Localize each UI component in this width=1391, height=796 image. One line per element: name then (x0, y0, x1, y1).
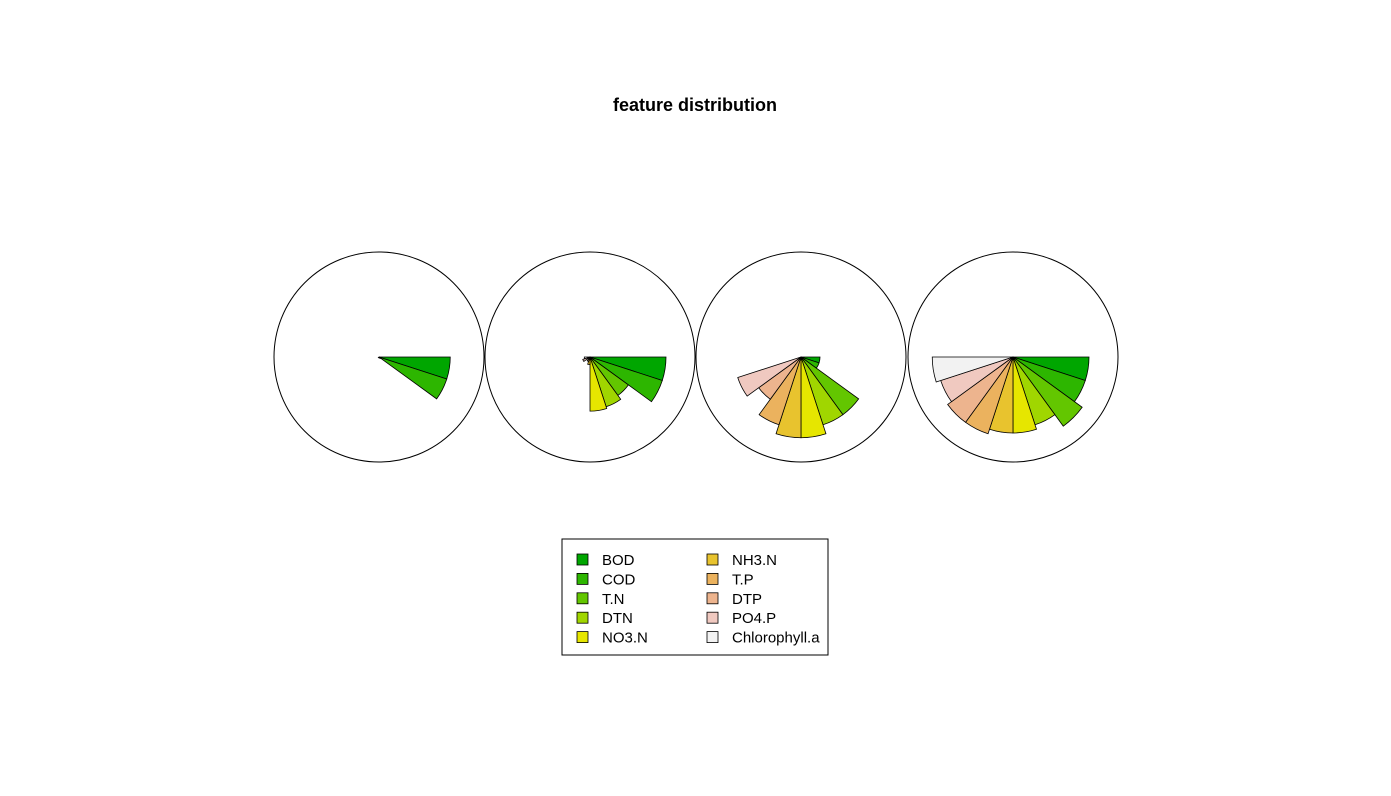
legend-label: NH3.N (732, 552, 777, 569)
segment-outline (695, 251, 907, 463)
legend-label: BOD (602, 552, 635, 569)
sector-po4-p (737, 356, 802, 397)
legend: BOD COD T.N DTN NO3.N NH3.N T.P DTP PO4.P Chlorop… (561, 538, 829, 656)
sector-dtp (377, 356, 380, 359)
sector-cod (378, 356, 448, 400)
segment-1 (273, 251, 485, 463)
chart-title: feature distribution (613, 95, 777, 115)
legend-swatch (706, 592, 719, 605)
legend-swatch (576, 611, 589, 624)
legend-label: COD (602, 571, 636, 588)
legend-swatch (576, 631, 589, 643)
legend-label: PO4.P (732, 610, 776, 627)
segments-group (273, 251, 1119, 463)
sector-chlorophyll-a (583, 356, 591, 360)
legend-label: NO3.N (602, 630, 648, 647)
sector-po4-p (582, 356, 591, 363)
sector-dtp (947, 356, 1014, 423)
segment-3 (695, 251, 907, 463)
legend-swatch (576, 553, 589, 566)
segment-4 (907, 251, 1119, 463)
legend-label: T.N (602, 591, 625, 608)
legend-label: Chlorophyll.a (732, 630, 820, 647)
sector-t-n (1012, 356, 1083, 427)
legend-swatch (706, 553, 719, 566)
legend-swatch (706, 611, 719, 624)
segment-outline (907, 251, 1119, 463)
segment-outline (273, 251, 485, 463)
legend-swatch (706, 631, 719, 643)
legend-swatch (576, 573, 589, 585)
sector-t-p (758, 356, 802, 426)
legend-label: T.P (732, 571, 754, 588)
segment-2 (484, 251, 696, 463)
segment-outline (484, 251, 696, 463)
legend-label: DTN (602, 610, 633, 627)
legend-swatch (706, 573, 719, 585)
legend-box (561, 538, 829, 656)
sector-cod (589, 356, 663, 403)
legend-label: DTP (732, 591, 762, 608)
sector-chlorophyll-a (931, 356, 1014, 383)
legend-swatch (576, 592, 589, 605)
sector-no3-n (589, 356, 608, 412)
